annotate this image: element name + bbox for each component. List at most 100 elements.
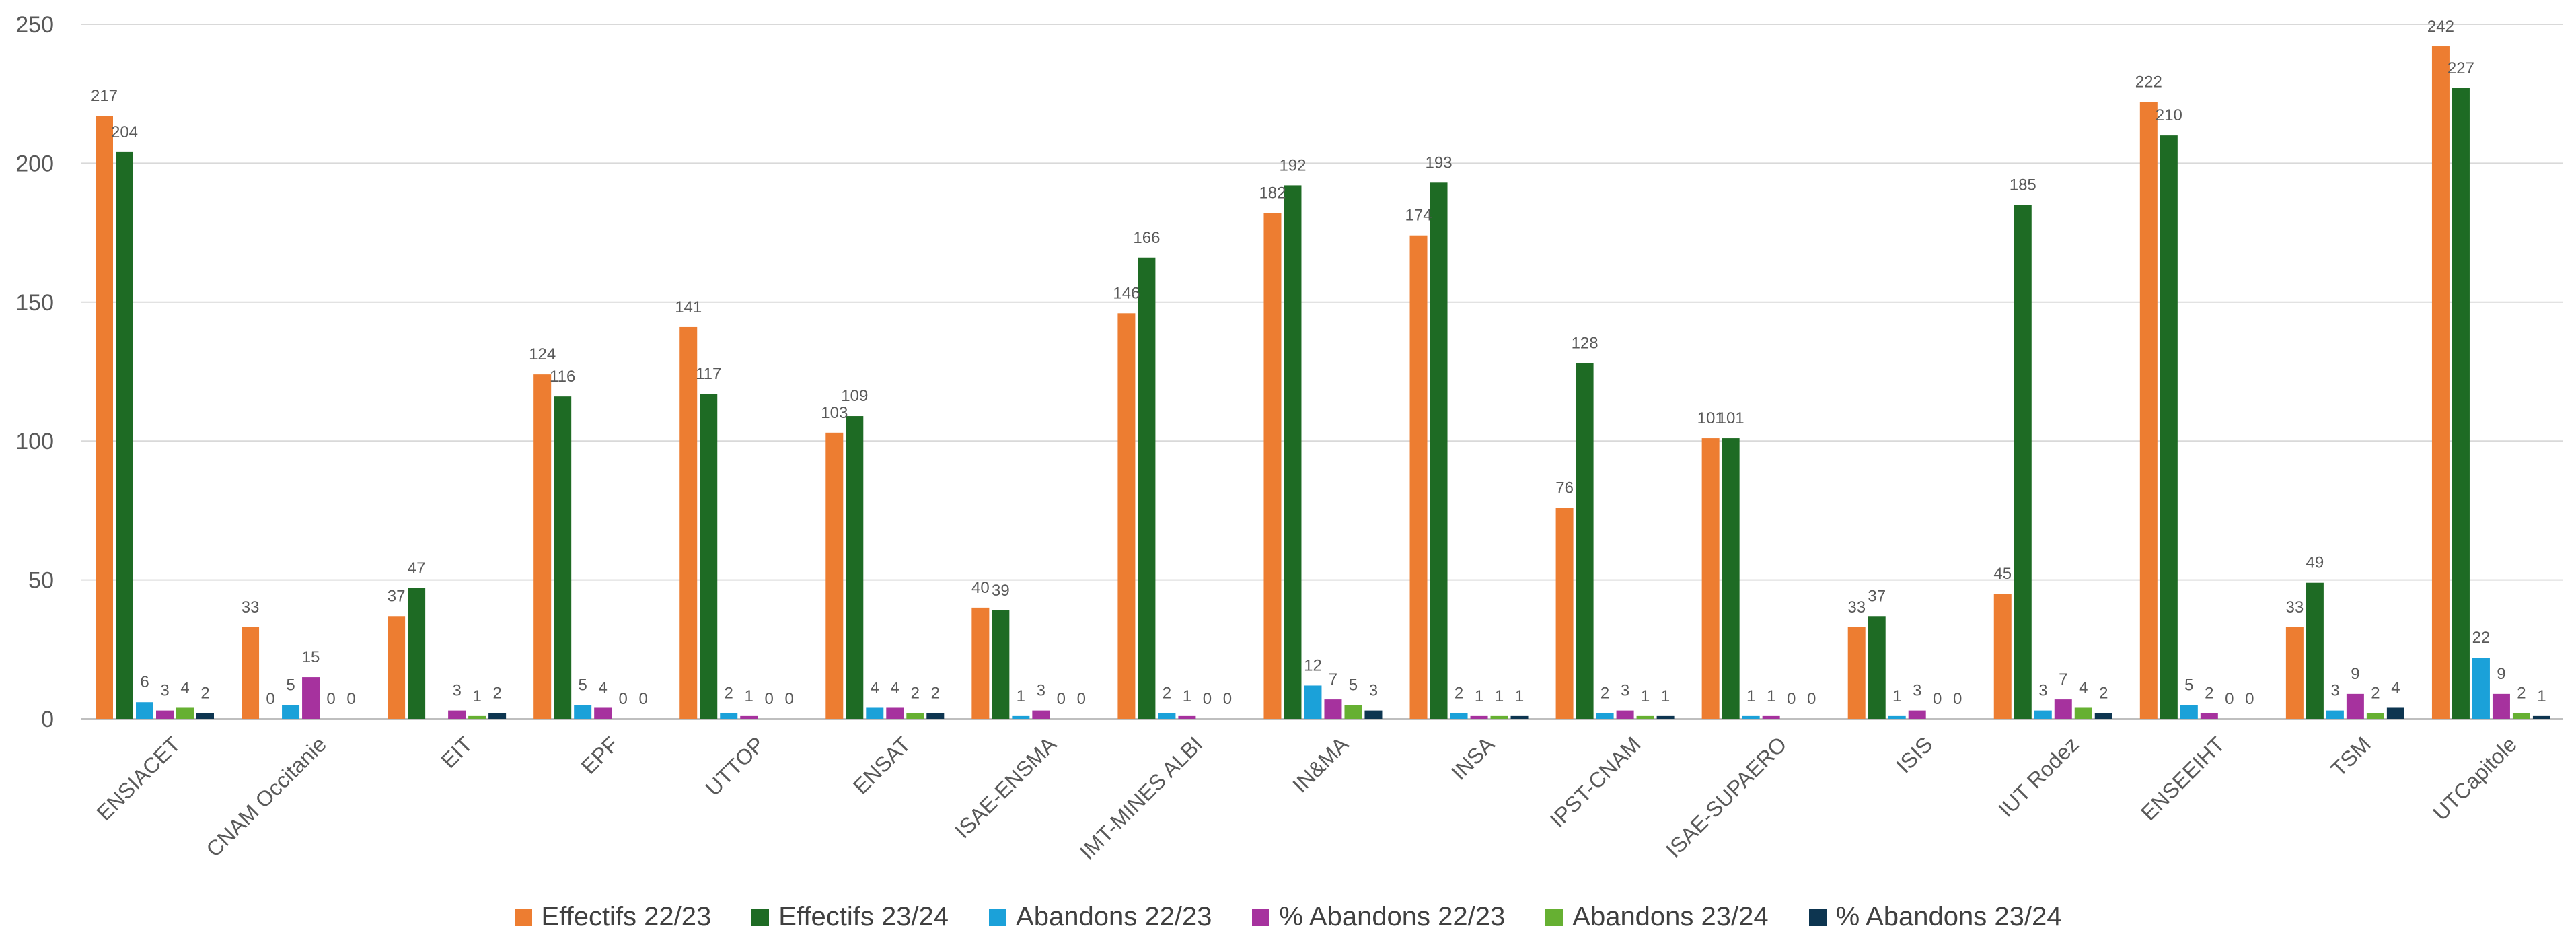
y-tick-label: 200 [15,151,54,176]
data-label: 15 [302,648,320,666]
bar [1344,705,1362,719]
bar [1576,363,1594,719]
data-label: 39 [992,582,1010,600]
legend-item: Effectifs 22/23 [514,902,711,932]
data-label: 103 [821,404,848,422]
data-label: 45 [1993,565,2012,583]
bars [96,46,2550,720]
bar [1409,235,1428,719]
bar [2094,713,2112,719]
legend-label: % Abandons 23/24 [1835,902,2062,932]
data-label: 6 [140,673,149,691]
data-label: 3 [452,682,461,700]
bar [1364,710,1383,719]
data-label: 0 [638,690,647,708]
bar [2014,205,2032,719]
data-label: 0 [618,690,627,708]
data-label: 33 [2286,598,2304,617]
bar [1908,710,1926,719]
bar [1993,594,2012,719]
data-label: 182 [1259,184,1286,203]
data-label: 2 [931,685,940,703]
data-label: 146 [1113,284,1140,302]
data-label: 2 [725,685,733,703]
bar [866,707,884,719]
bar [2034,710,2052,719]
x-tick-label: CNAM Occitanie [201,732,331,862]
data-label: 76 [1555,479,1574,497]
bar [2492,693,2510,719]
bar [1490,715,1508,719]
data-label: 1 [745,687,753,705]
bar [533,374,552,719]
data-label: 101 [1718,409,1744,427]
data-label: 2 [2371,685,2380,703]
bar [1555,508,1574,719]
x-tick-label: IN&MA [1288,732,1354,798]
x-tick-label: ENSEEIHT [2136,732,2230,825]
data-label: 117 [696,365,721,383]
data-label: 12 [1304,656,1322,674]
data-label: 210 [2156,106,2182,125]
data-label: 2 [2205,685,2213,703]
data-label: 204 [111,123,138,141]
data-label: 37 [388,587,406,605]
bar [1701,438,1720,719]
data-label: 242 [2427,18,2454,36]
x-tick-label: IMT-MINES ALBI [1075,732,1207,864]
bar [116,151,133,719]
bar [1012,715,1030,719]
bar [2366,713,2384,719]
bar [388,616,406,719]
data-label: 2 [2517,685,2526,703]
data-label: 4 [2391,678,2400,697]
bar [1263,213,1282,720]
bar [1868,616,1886,719]
y-tick-label: 250 [15,12,54,38]
data-label: 3 [1913,682,1921,700]
data-label: 0 [1953,690,1962,708]
data-label: 0 [2225,690,2234,708]
x-tick-label: EPF [577,732,623,778]
data-label: 1 [1515,687,1524,705]
bar [2472,658,2490,719]
data-label: 166 [1133,229,1160,247]
bar [2452,88,2470,720]
x-tick-label: UTCapitole [2428,732,2522,825]
data-label: 1 [1017,687,1025,705]
bar [1742,715,1760,719]
bar [2431,46,2450,720]
bar [1117,313,1136,719]
bar [2386,707,2404,719]
x-axis-ticks: ENSIACET CNAM Occitanie EIT EPF UTTOP ENSAT IS… [91,732,2522,864]
bar [700,394,718,719]
bar [1888,715,1906,719]
data-label: 0 [326,690,335,708]
data-label: 37 [1868,587,1886,605]
data-label: 5 [1349,676,1358,694]
data-label: 7 [2059,670,2067,689]
bar [1636,715,1654,719]
data-label: 2 [911,685,920,703]
data-label: 3 [1037,682,1045,700]
bar [1430,182,1448,719]
x-tick-label: ISAE-ENSMA [950,732,1061,843]
bar [1656,715,1675,719]
data-label: 0 [1933,690,1942,708]
legend-label: Effectifs 23/24 [778,902,949,932]
data-label: 4 [598,678,607,697]
data-label: 0 [1057,690,1066,708]
bar [1450,713,1468,719]
bar [740,715,758,719]
legend-swatch [514,908,532,926]
bar [2326,710,2344,719]
data-label: 0 [1223,690,1232,708]
bar [554,396,572,719]
data-label: 47 [408,559,426,578]
data-label: 109 [841,387,868,405]
legend-item: Effectifs 23/24 [751,902,949,932]
data-label: 9 [2497,665,2505,683]
legend-item: Abandons 23/24 [1545,902,1769,932]
data-label: 0 [1077,690,1086,708]
